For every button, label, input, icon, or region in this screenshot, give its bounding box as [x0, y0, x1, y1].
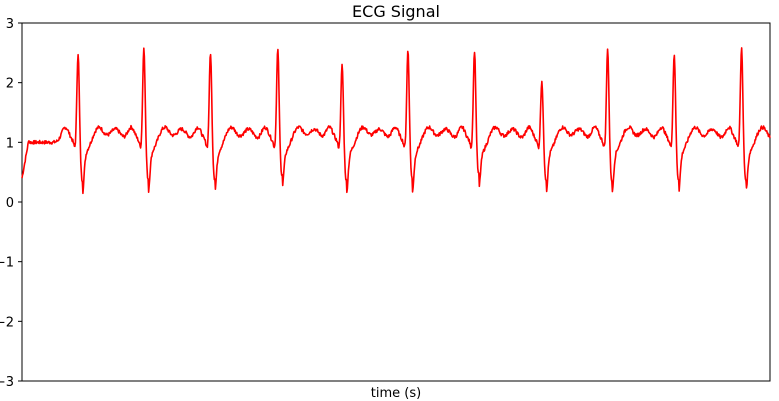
- y-tick-label: −2: [0, 315, 14, 330]
- y-axis: 3 2 1 0 −1 −2 −3: [0, 17, 22, 390]
- y-tick-label: 0: [6, 196, 14, 211]
- plot-frame: [21, 22, 771, 382]
- x-axis-label: time (s): [371, 386, 421, 401]
- chart-title: ECG Signal: [352, 2, 440, 21]
- y-tick-label: −3: [0, 375, 14, 390]
- y-tick-label: 3: [6, 17, 14, 32]
- ecg-series-line: [21, 47, 771, 195]
- y-tick-label: 1: [6, 136, 14, 151]
- y-tick-label: 2: [6, 77, 14, 92]
- y-tick-label: −1: [0, 256, 14, 271]
